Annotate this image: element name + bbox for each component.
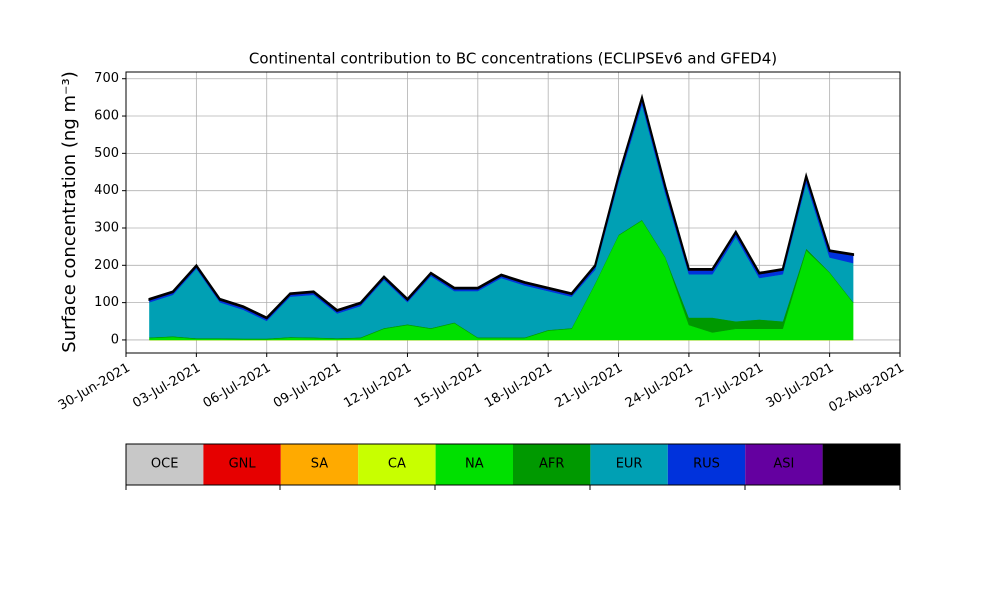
x-tick-label: 12-Jul-2021 — [341, 361, 414, 412]
legend-label: ASI — [773, 457, 794, 472]
chart-title: Continental contribution to BC concentra… — [249, 50, 777, 68]
x-tick-label: 06-Jul-2021 — [201, 361, 274, 412]
legend-label: AFR — [539, 457, 564, 472]
x-tick-label: 21-Jul-2021 — [552, 361, 625, 412]
colorbar-frame — [125, 443, 901, 486]
x-tick-label: 27-Jul-2021 — [693, 361, 766, 412]
y-tick-label: 300 — [94, 220, 119, 235]
legend-swatch — [745, 444, 823, 485]
y-tick-label: 100 — [94, 295, 119, 310]
x-tick-label: 03-Jul-2021 — [130, 361, 203, 412]
x-tick-label: 02-Aug-2021 — [826, 361, 906, 416]
area — [148, 93, 855, 320]
plot-frame — [125, 71, 901, 354]
legend-label: GNL — [229, 457, 257, 472]
x-tick-label: 24-Jul-2021 — [623, 361, 696, 412]
legend-label: OCE — [151, 457, 179, 472]
legend-label: SA — [311, 457, 328, 472]
x-tick-label: 30-Jun-2021 — [56, 361, 133, 414]
legend-swatch — [126, 444, 204, 485]
legend-swatch — [358, 444, 436, 485]
legend-swatch — [822, 444, 900, 485]
y-tick-label: 400 — [94, 183, 119, 198]
legend-swatch — [280, 444, 359, 485]
y-tick-label: 200 — [94, 258, 119, 273]
y-tick-label: 500 — [94, 146, 119, 161]
y-axis-label: Surface concentration (ng m⁻³) — [59, 71, 80, 353]
x-tick-label: 09-Jul-2021 — [271, 361, 344, 412]
legend-label: RUS — [693, 457, 720, 472]
legend-swatch — [435, 444, 513, 485]
area — [149, 103, 854, 339]
legend-swatch — [513, 444, 591, 485]
legend-swatch — [590, 444, 668, 485]
legend-label: CA — [388, 457, 406, 472]
legend-label: EUR — [616, 457, 643, 472]
x-tick-label: 15-Jul-2021 — [412, 361, 485, 412]
legend-swatch — [667, 444, 746, 485]
y-tick-label: 700 — [94, 71, 119, 86]
legend-label: AUS — [848, 457, 875, 472]
legend-label: NA — [465, 457, 484, 472]
plot-area — [125, 72, 901, 353]
colorbar-ticks — [125, 485, 901, 490]
y-tick-label: 600 — [94, 109, 119, 124]
y-tick-label: 0 — [111, 332, 119, 347]
x-tick-label: 18-Jul-2021 — [482, 361, 555, 412]
x-tick-label: 30-Jul-2021 — [764, 361, 837, 412]
legend-swatch — [203, 444, 281, 485]
